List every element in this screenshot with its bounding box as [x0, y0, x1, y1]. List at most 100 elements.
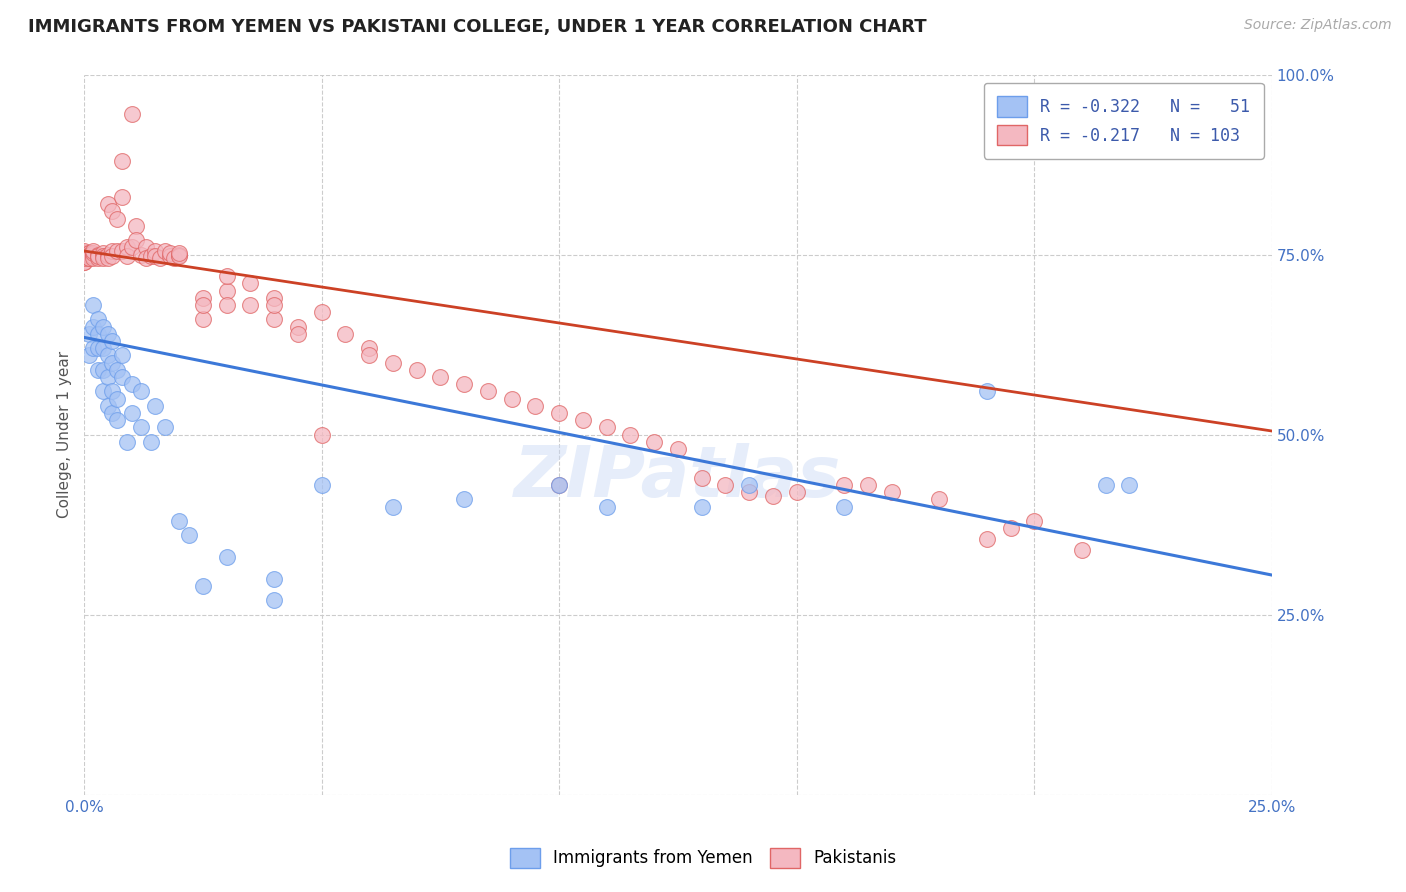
Point — [177, 528, 200, 542]
Point — [73, 254, 96, 268]
Point — [77, 249, 100, 263]
Point — [311, 427, 333, 442]
Point — [359, 341, 381, 355]
Y-axis label: College, Under 1 year: College, Under 1 year — [58, 351, 72, 518]
Point — [135, 240, 157, 254]
Point — [215, 549, 238, 564]
Point — [477, 384, 499, 399]
Point — [101, 406, 124, 420]
Text: ZIPatlas: ZIPatlas — [515, 443, 842, 512]
Point — [572, 413, 595, 427]
Point — [287, 326, 309, 341]
Point — [159, 249, 181, 263]
Point — [263, 572, 285, 586]
Point — [239, 277, 262, 291]
Point — [101, 244, 124, 258]
Point — [167, 249, 190, 263]
Legend: R = -0.322   N =   51, R = -0.217   N = 103: R = -0.322 N = 51, R = -0.217 N = 103 — [984, 83, 1264, 159]
Point — [548, 478, 571, 492]
Point — [263, 291, 285, 305]
Point — [82, 247, 104, 261]
Point — [786, 485, 808, 500]
Point — [82, 341, 104, 355]
Point — [690, 471, 713, 485]
Point — [215, 298, 238, 312]
Point — [129, 420, 152, 434]
Point — [73, 247, 96, 261]
Point — [77, 246, 100, 260]
Point — [287, 319, 309, 334]
Point — [191, 312, 214, 326]
Point — [101, 204, 124, 219]
Point — [87, 363, 110, 377]
Point — [381, 355, 404, 369]
Text: IMMIGRANTS FROM YEMEN VS PAKISTANI COLLEGE, UNDER 1 YEAR CORRELATION CHART: IMMIGRANTS FROM YEMEN VS PAKISTANI COLLE… — [28, 18, 927, 36]
Point — [1000, 521, 1022, 535]
Point — [263, 593, 285, 607]
Point — [97, 399, 120, 413]
Point — [87, 251, 110, 265]
Point — [73, 249, 96, 263]
Point — [91, 249, 114, 263]
Point — [111, 348, 134, 362]
Point — [87, 341, 110, 355]
Point — [381, 500, 404, 514]
Point — [129, 247, 152, 261]
Point — [335, 326, 357, 341]
Point — [856, 478, 879, 492]
Point — [87, 326, 110, 341]
Point — [105, 363, 128, 377]
Point — [87, 312, 110, 326]
Point — [453, 377, 475, 392]
Point — [97, 251, 120, 265]
Point — [832, 500, 855, 514]
Point — [97, 348, 120, 362]
Point — [595, 420, 617, 434]
Point — [82, 249, 104, 263]
Point — [77, 247, 100, 261]
Point — [73, 244, 96, 258]
Point — [105, 211, 128, 226]
Point — [263, 298, 285, 312]
Point — [976, 532, 998, 546]
Point — [643, 434, 665, 449]
Point — [125, 219, 148, 233]
Point — [101, 334, 124, 348]
Point — [73, 254, 96, 268]
Point — [405, 363, 427, 377]
Point — [1118, 478, 1140, 492]
Point — [215, 284, 238, 298]
Point — [149, 251, 172, 265]
Point — [91, 341, 114, 355]
Point — [97, 197, 120, 211]
Point — [77, 246, 100, 260]
Point — [191, 291, 214, 305]
Point — [1024, 514, 1046, 528]
Text: Source: ZipAtlas.com: Source: ZipAtlas.com — [1244, 18, 1392, 32]
Point — [738, 485, 761, 500]
Point — [77, 326, 100, 341]
Point — [91, 363, 114, 377]
Point — [524, 399, 547, 413]
Point — [191, 579, 214, 593]
Point — [73, 246, 96, 260]
Point — [105, 392, 128, 406]
Point — [77, 247, 100, 261]
Point — [101, 384, 124, 399]
Point — [105, 413, 128, 427]
Point — [77, 249, 100, 263]
Point — [1070, 542, 1092, 557]
Point — [87, 247, 110, 261]
Point — [91, 319, 114, 334]
Point — [97, 370, 120, 384]
Point — [619, 427, 641, 442]
Point — [501, 392, 523, 406]
Point — [82, 298, 104, 312]
Point — [82, 319, 104, 334]
Point — [311, 305, 333, 319]
Point — [121, 377, 143, 392]
Point — [1094, 478, 1116, 492]
Point — [82, 246, 104, 260]
Point — [143, 399, 166, 413]
Point — [97, 326, 120, 341]
